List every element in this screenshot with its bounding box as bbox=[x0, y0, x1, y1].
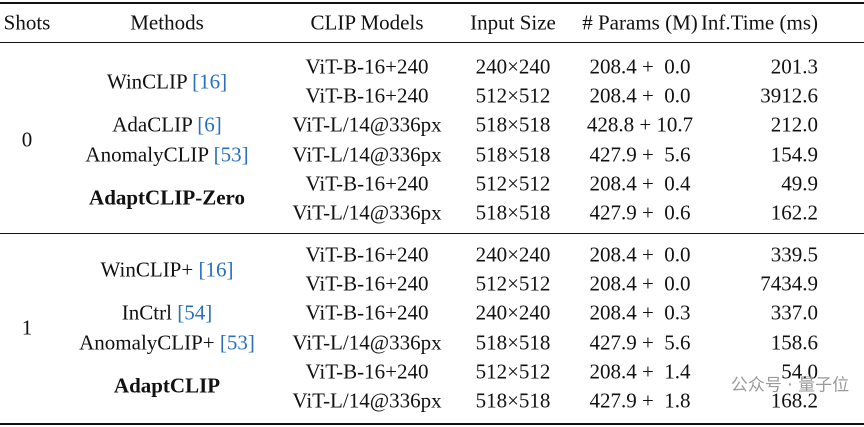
method: WinCLIP+ bbox=[100, 257, 194, 282]
method: InCtrl bbox=[121, 300, 172, 325]
params: 208.4 + 1.4 bbox=[589, 359, 691, 384]
input-size: 240×240 bbox=[475, 242, 551, 267]
clip-model: ViT-B-16+240 bbox=[305, 54, 429, 79]
input-size: 518×518 bbox=[475, 388, 551, 413]
citation[interactable]: [6] bbox=[197, 112, 222, 137]
input-size: 512×512 bbox=[475, 83, 551, 108]
input-size: 518×518 bbox=[475, 112, 551, 137]
input-size: 518×518 bbox=[475, 330, 551, 355]
clip-model: ViT-B-16+240 bbox=[305, 271, 429, 296]
params: 427.9 + 5.6 bbox=[589, 142, 691, 167]
input-size: 518×518 bbox=[475, 200, 551, 225]
method: AdaptCLIP bbox=[113, 373, 221, 398]
clip-model: ViT-L/14@336px bbox=[292, 200, 442, 225]
method: AnomalyCLIP+ bbox=[79, 330, 215, 355]
citation[interactable]: [53] bbox=[213, 142, 249, 167]
clip-model: ViT-B-16+240 bbox=[305, 359, 429, 384]
inf-time: 3912.6 bbox=[760, 83, 818, 108]
method: AnomalyCLIP bbox=[85, 142, 209, 167]
params: 208.4 + 0.3 bbox=[589, 300, 691, 325]
inf-time: 337.0 bbox=[770, 300, 818, 325]
clip-model: ViT-L/14@336px bbox=[292, 330, 442, 355]
header-rule bbox=[0, 42, 864, 43]
inf-time: 7434.9 bbox=[760, 271, 818, 296]
input-size: 240×240 bbox=[475, 54, 551, 79]
clip-model: ViT-L/14@336px bbox=[292, 142, 442, 167]
clip-model: ViT-L/14@336px bbox=[292, 388, 442, 413]
params: 427.9 + 1.8 bbox=[589, 388, 691, 413]
header-cell: Methods bbox=[130, 10, 204, 35]
clip-model: ViT-B-16+240 bbox=[305, 300, 429, 325]
method-name: AdaptCLIP-Zero bbox=[89, 185, 245, 210]
clip-model: ViT-L/14@336px bbox=[292, 112, 442, 137]
inf-time: 49.9 bbox=[781, 171, 818, 196]
shots: 1 bbox=[21, 315, 33, 340]
params: 208.4 + 0.0 bbox=[589, 271, 691, 296]
input-size: 512×512 bbox=[475, 271, 551, 296]
params: 427.9 + 0.6 bbox=[589, 200, 691, 225]
method: WinCLIP bbox=[106, 69, 187, 94]
inf-time: 162.2 bbox=[770, 200, 818, 225]
clip-model: ViT-B-16+240 bbox=[305, 171, 429, 196]
header-cell: CLIP Models bbox=[310, 10, 424, 35]
inf-time: 154.9 bbox=[770, 142, 818, 167]
method-name: AnomalyCLIP [53] bbox=[85, 144, 248, 165]
inf-time: 158.6 bbox=[770, 330, 818, 355]
params: 428.8 + 10.7 bbox=[586, 112, 694, 137]
citation[interactable]: [53] bbox=[219, 330, 255, 355]
citation[interactable]: [16] bbox=[198, 257, 234, 282]
mid-rule bbox=[0, 233, 864, 234]
citation[interactable]: [54] bbox=[177, 300, 213, 325]
input-size: 518×518 bbox=[475, 142, 551, 167]
header-cell: Inf.Time (ms) bbox=[700, 10, 818, 35]
method-name: InCtrl [54] bbox=[121, 300, 213, 325]
shots: 0 bbox=[21, 127, 33, 152]
header-cell: Shots bbox=[3, 10, 51, 35]
header-cell: Input Size bbox=[470, 10, 556, 35]
method-name: AdaptCLIP bbox=[113, 373, 221, 398]
watermark: 公众号 · 量子位 bbox=[730, 375, 850, 396]
inf-time: 201.3 bbox=[770, 54, 818, 79]
params: 208.4 + 0.0 bbox=[589, 54, 691, 79]
citation[interactable]: [16] bbox=[192, 69, 228, 94]
params: 427.9 + 5.6 bbox=[589, 330, 691, 355]
header-cell: # Params (M) bbox=[582, 10, 698, 35]
input-size: 240×240 bbox=[475, 300, 551, 325]
inf-time: 212.0 bbox=[770, 112, 818, 137]
input-size: 512×512 bbox=[475, 171, 551, 196]
inf-time: 54.0 bbox=[781, 359, 818, 384]
inf-time: 339.5 bbox=[770, 242, 818, 267]
method: AdaptCLIP-Zero bbox=[89, 185, 245, 210]
method-name: AnomalyCLIP+ [53] bbox=[79, 332, 255, 353]
inf-time: 168.2 bbox=[770, 388, 818, 413]
method-name: WinCLIP [16] bbox=[107, 71, 227, 92]
method-name: AdaCLIP [6] bbox=[112, 112, 222, 137]
clip-model: ViT-B-16+240 bbox=[305, 242, 429, 267]
method-name: WinCLIP+ [16] bbox=[101, 259, 234, 280]
params: 208.4 + 0.0 bbox=[589, 83, 691, 108]
top-rule bbox=[0, 2, 864, 4]
params: 208.4 + 0.4 bbox=[589, 171, 691, 196]
params: 208.4 + 0.0 bbox=[589, 242, 691, 267]
clip-model: ViT-B-16+240 bbox=[305, 83, 429, 108]
input-size: 512×512 bbox=[475, 359, 551, 384]
method: AdaCLIP bbox=[112, 112, 192, 137]
bottom-rule bbox=[0, 423, 864, 425]
